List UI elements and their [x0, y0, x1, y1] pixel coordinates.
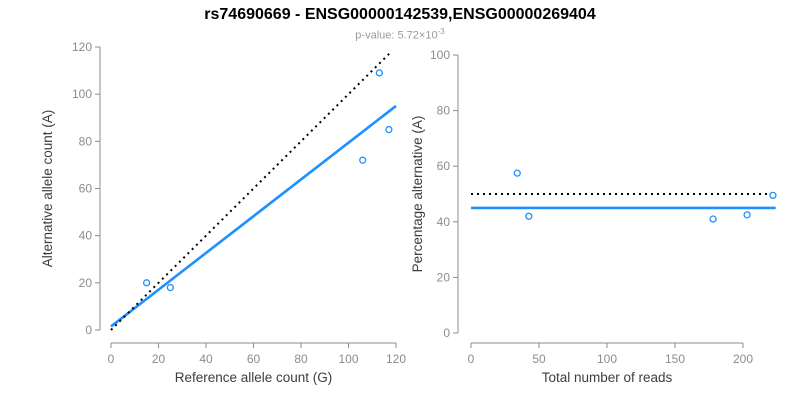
- y-tick-label: 40: [437, 215, 451, 229]
- data-point: [359, 156, 367, 164]
- left-scatter-panel: 0 20 40 60 80 100 120 0 20 40 60 80 100 120 Reference …: [40, 40, 406, 385]
- x-axis-title: Total number of reads: [542, 370, 673, 385]
- y-axis-title: Alternative allele count (A): [40, 110, 55, 268]
- x-tick-label: 0: [468, 352, 475, 366]
- right-scatter-panel: 0 20 40 60 80 100 0 50 100 150 200 Total number of …: [410, 48, 777, 385]
- data-point: [769, 191, 777, 200]
- x-tick-label: 20: [152, 352, 166, 366]
- plot-subtitle: p-value: 5.72×10-3: [0, 27, 800, 42]
- x-tick-label: 80: [294, 352, 308, 366]
- y-tick-label: 120: [72, 40, 92, 54]
- plot-title: rs74690669 - ENSG00000142539,ENSG0000026…: [204, 6, 596, 23]
- p-value-text: p-value: 5.72×10: [355, 29, 438, 42]
- y-tick-label: 0: [85, 323, 92, 337]
- p-value-exponent: -3: [437, 27, 445, 36]
- regression-line: [110, 104, 397, 328]
- x-tick-label: 0: [108, 352, 115, 366]
- identity-line: [110, 52, 391, 331]
- y-axis-title: Percentage alternative (A): [410, 116, 425, 273]
- x-axis-title: Reference allele count (G): [175, 370, 333, 385]
- y-tick-label: 40: [79, 229, 93, 243]
- x-tick-label: 60: [247, 352, 261, 366]
- y-tick-label: 60: [437, 159, 451, 173]
- x-tick-label: 100: [338, 352, 358, 366]
- y-tick-label: 100: [430, 48, 450, 62]
- x-tick-label: 150: [665, 352, 685, 366]
- x-tick-label: 200: [733, 352, 753, 366]
- data-point: [525, 212, 533, 220]
- y-tick-label: 60: [79, 182, 93, 196]
- data-point: [385, 125, 393, 134]
- x-tick-label: 40: [199, 352, 213, 366]
- data-point: [166, 283, 175, 292]
- data-point: [375, 69, 384, 77]
- data-point: [142, 279, 151, 287]
- data-point: [513, 169, 521, 177]
- y-tick-label: 80: [437, 104, 451, 118]
- data-point: [709, 215, 717, 223]
- y-tick-label: 20: [79, 276, 93, 290]
- y-tick-label: 100: [72, 87, 92, 101]
- x-tick-label: 100: [597, 352, 617, 366]
- y-tick-label: 80: [79, 134, 93, 148]
- y-tick-label: 0: [443, 326, 450, 340]
- y-tick-label: 20: [437, 270, 451, 284]
- data-point: [743, 211, 751, 219]
- x-tick-label: 120: [386, 352, 406, 366]
- x-tick-label: 50: [532, 352, 546, 366]
